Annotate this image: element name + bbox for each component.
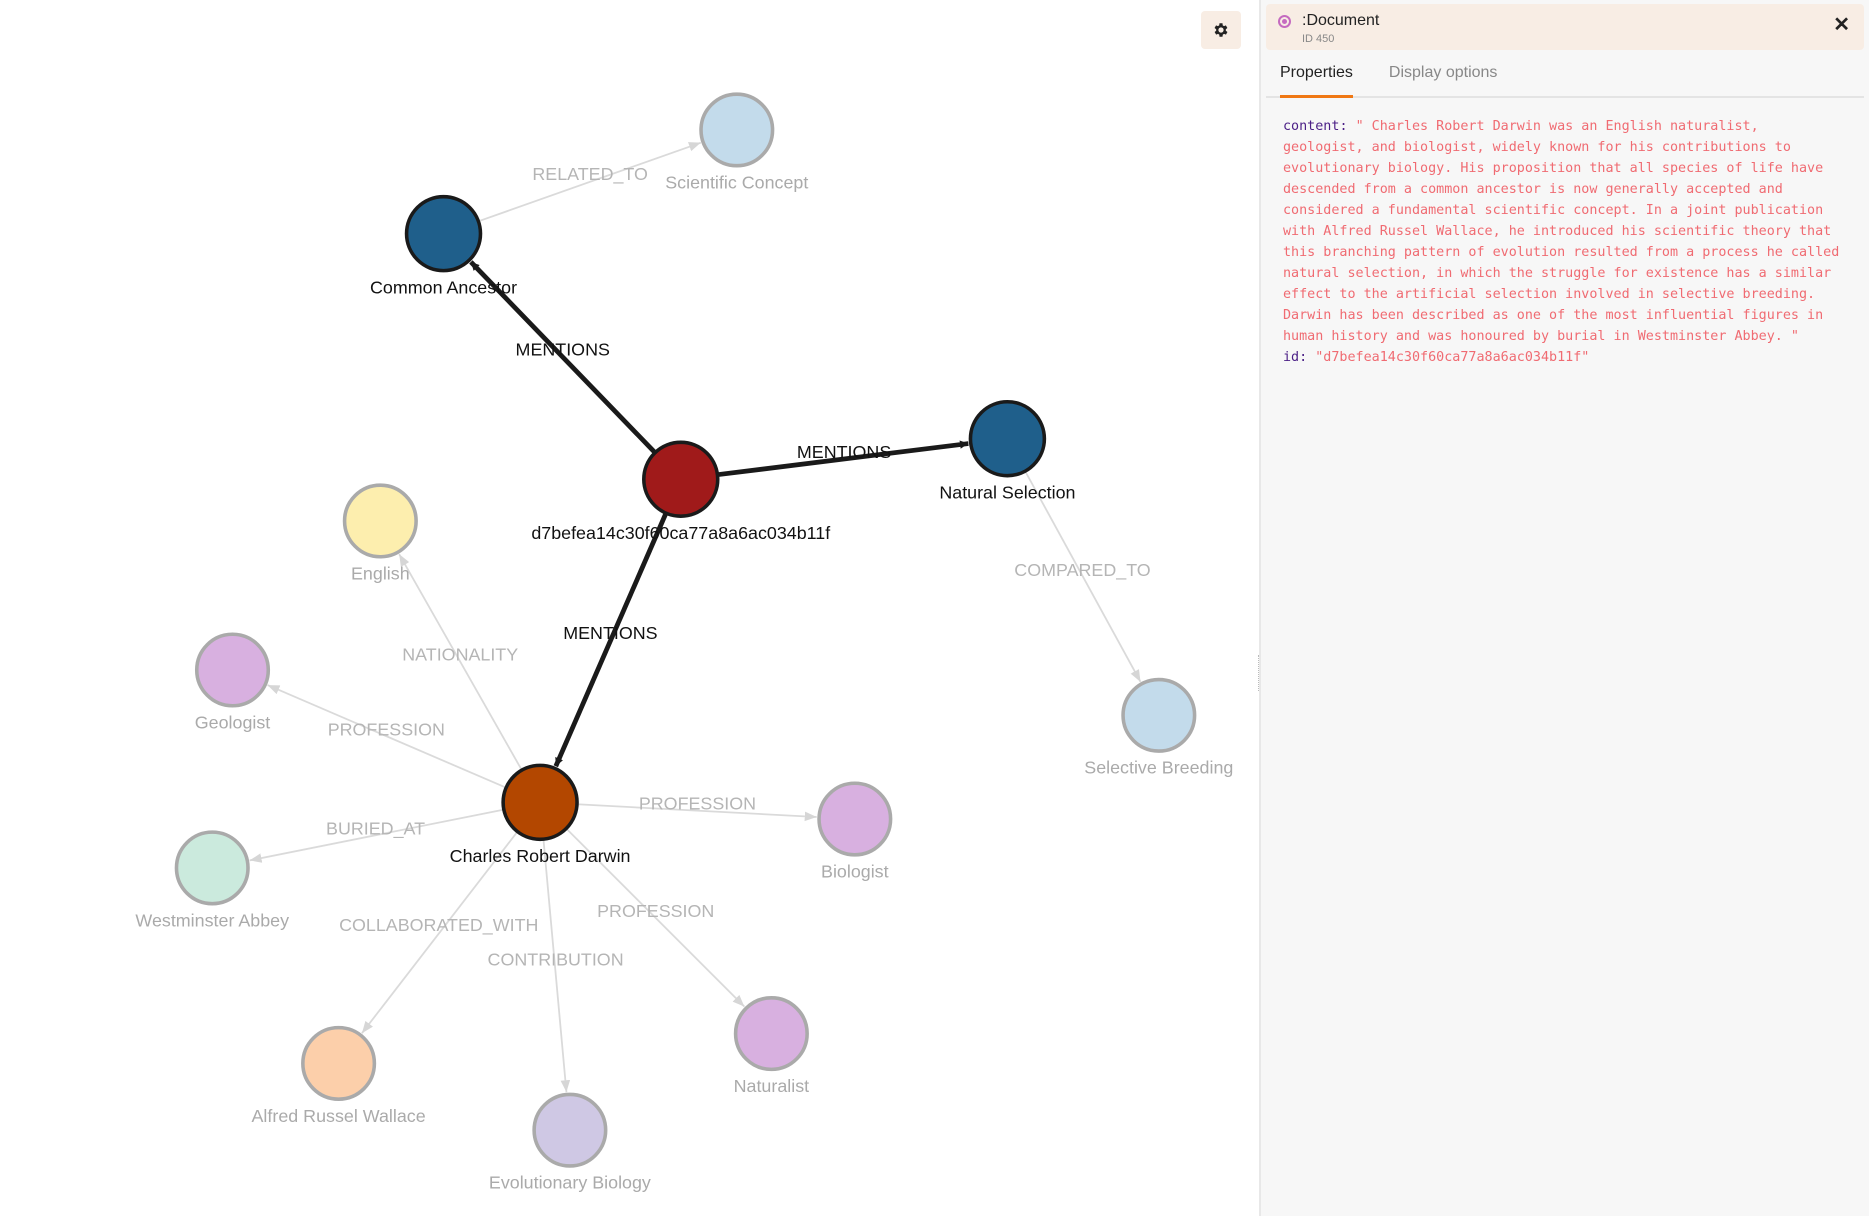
node-label: Naturalist — [734, 1076, 810, 1096]
node-label: Selective Breeding — [1084, 758, 1233, 778]
node-circle[interactable] — [404, 194, 483, 273]
edge-line[interactable] — [267, 684, 507, 789]
edge-label: PROFESSION — [597, 901, 714, 921]
node-nat[interactable]: Naturalist — [733, 996, 810, 1096]
edge-label: RELATED_TO — [532, 164, 648, 185]
node-label: Scientific Concept — [665, 172, 808, 192]
node-circle[interactable] — [301, 1025, 377, 1101]
node-circle[interactable] — [174, 830, 250, 906]
node-circle[interactable] — [194, 632, 271, 708]
node-label: Biologist — [821, 861, 889, 881]
details-panel: :Document ID 450 ✕ Properties Display op… — [1261, 0, 1869, 1216]
edge-label: CONTRIBUTION — [488, 950, 624, 970]
node-label: Geologist — [195, 712, 271, 732]
edge-mentions[interactable]: MENTIONS — [717, 440, 969, 478]
edge-line[interactable] — [565, 827, 746, 1008]
node-label: d7befea14c30f60ca77a8a6ac034b11f — [531, 523, 830, 543]
node-wa[interactable]: Westminster Abbey — [135, 830, 289, 930]
edge-profession[interactable]: PROFESSION — [267, 684, 507, 789]
node-circle[interactable] — [342, 483, 418, 559]
edge-line[interactable] — [576, 803, 817, 822]
panel-divider — [1259, 0, 1261, 1216]
edge-label: MENTIONS — [516, 339, 610, 359]
gear-icon — [1214, 23, 1228, 37]
edge-line[interactable] — [398, 553, 523, 771]
node-label: Evolutionary Biology — [489, 1173, 651, 1193]
property-id: id: "d7befea14c30f60ca77a8a6ac034b11f" — [1283, 350, 1590, 365]
node-label: English — [351, 563, 410, 583]
node-crd[interactable]: Charles Robert Darwin — [450, 763, 631, 866]
property-value: " Charles Robert Darwin was an English n… — [1283, 119, 1848, 344]
edge-related-to[interactable]: RELATED_TO — [478, 141, 702, 223]
edge-label: BURIED_AT — [326, 819, 425, 840]
node-circle[interactable] — [642, 440, 720, 518]
node-bio[interactable]: Biologist — [817, 781, 893, 881]
settings-button[interactable] — [1201, 11, 1241, 49]
node-id: ID 450 — [1302, 33, 1335, 45]
edge-line[interactable] — [553, 512, 669, 768]
edge-profession[interactable]: PROFESSION — [565, 827, 746, 1008]
node-geo[interactable]: Geologist — [194, 632, 271, 732]
node-doc[interactable]: d7befea14c30f60ca77a8a6ac034b11f — [531, 440, 830, 543]
edge-profession[interactable]: PROFESSION — [576, 793, 817, 822]
close-icon[interactable]: ✕ — [1833, 14, 1850, 36]
property-value: "d7befea14c30f60ca77a8a6ac034b11f" — [1315, 350, 1590, 365]
node-arw[interactable]: Alfred Russel Wallace — [252, 1025, 426, 1126]
node-label-icon — [1278, 15, 1291, 28]
node-label: Alfred Russel Wallace — [252, 1106, 426, 1126]
edge-label: PROFESSION — [328, 720, 445, 740]
edge-label: PROFESSION — [639, 793, 756, 813]
tab-properties[interactable]: Properties — [1280, 60, 1353, 98]
tab-display-options[interactable]: Display options — [1388, 64, 1498, 81]
edge-nationality[interactable]: NATIONALITY — [398, 553, 523, 771]
node-eb[interactable]: Evolutionary Biology — [489, 1092, 651, 1193]
edge-label: NATIONALITY — [402, 644, 518, 664]
node-label: Westminster Abbey — [135, 910, 289, 930]
node-ns[interactable]: Natural Selection — [939, 399, 1075, 503]
edge-label: COLLABORATED_WITH — [339, 915, 538, 936]
edge-label: MENTIONS — [563, 623, 657, 643]
graph-canvas[interactable]: MENTIONS MENTIONS MENTIONS RELATED_TO COMPAR… — [0, 0, 1259, 1216]
node-circle[interactable] — [501, 763, 579, 842]
edge-line[interactable] — [717, 440, 969, 478]
node-circle[interactable] — [968, 399, 1047, 478]
node-circle[interactable] — [817, 781, 893, 857]
node-circle[interactable] — [1121, 677, 1197, 753]
edge-line[interactable] — [469, 260, 657, 455]
node-label: Natural Selection — [939, 482, 1075, 502]
edge-line[interactable] — [478, 141, 702, 223]
panel-tabs: Properties Display options — [1266, 60, 1864, 98]
property-key: id — [1283, 350, 1300, 365]
edge-compared-to[interactable]: COMPARED_TO — [1014, 470, 1151, 683]
panel-header: :Document ID 450 ✕ — [1266, 4, 1864, 50]
node-sb[interactable]: Selective Breeding — [1084, 677, 1233, 778]
edge-line[interactable] — [249, 808, 505, 863]
properties-list: content: " Charles Robert Darwin was an … — [1261, 98, 1869, 386]
node-circle[interactable] — [733, 996, 809, 1072]
node-circle[interactable] — [532, 1092, 608, 1168]
edge-collaborated-with[interactable]: COLLABORATED_WITH — [339, 831, 538, 1034]
node-en[interactable]: English — [342, 483, 418, 583]
edge-line[interactable] — [361, 831, 519, 1034]
edge-contribution[interactable]: CONTRIBUTION — [488, 839, 624, 1093]
node-label: Charles Robert Darwin — [450, 846, 631, 866]
edge-label: MENTIONS — [797, 442, 891, 462]
edge-label: COMPARED_TO — [1014, 560, 1150, 581]
node-ca[interactable]: Common Ancestor — [370, 194, 517, 298]
edge-line[interactable] — [1024, 470, 1142, 683]
property-key: content — [1283, 119, 1340, 134]
node-label: Common Ancestor — [370, 277, 517, 297]
property-content: content: " Charles Robert Darwin was an … — [1283, 119, 1848, 344]
edge-line[interactable] — [542, 839, 571, 1093]
panel-title: :Document — [1302, 12, 1380, 29]
node-circle[interactable] — [699, 92, 775, 168]
node-sc[interactable]: Scientific Concept — [665, 92, 808, 192]
edge-mentions[interactable]: MENTIONS — [553, 512, 669, 768]
edge-mentions[interactable]: MENTIONS — [469, 260, 657, 455]
edge-buried-at[interactable]: BURIED_AT — [249, 808, 505, 863]
